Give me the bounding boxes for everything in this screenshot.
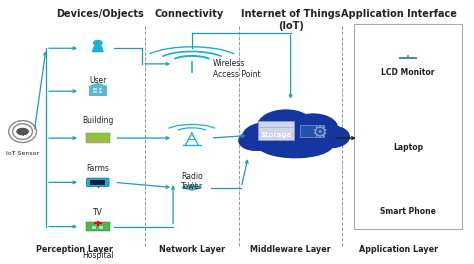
FancyBboxPatch shape — [92, 225, 96, 229]
FancyBboxPatch shape — [93, 91, 97, 93]
FancyBboxPatch shape — [397, 120, 419, 128]
FancyBboxPatch shape — [87, 178, 109, 187]
Polygon shape — [89, 83, 107, 87]
FancyBboxPatch shape — [258, 134, 294, 140]
FancyBboxPatch shape — [300, 125, 324, 136]
FancyBboxPatch shape — [403, 186, 413, 195]
Text: Smart Phone: Smart Phone — [380, 207, 436, 216]
Ellipse shape — [243, 123, 292, 151]
Text: Application Layer: Application Layer — [359, 245, 438, 254]
Text: User: User — [89, 76, 107, 84]
FancyBboxPatch shape — [391, 45, 425, 57]
Text: Wireless
Access Point: Wireless Access Point — [213, 59, 261, 79]
Text: Hospital: Hospital — [82, 251, 114, 260]
FancyBboxPatch shape — [399, 121, 418, 127]
Ellipse shape — [239, 131, 272, 150]
Text: Storage: Storage — [261, 133, 292, 139]
FancyBboxPatch shape — [91, 180, 105, 185]
FancyBboxPatch shape — [99, 225, 103, 229]
FancyBboxPatch shape — [258, 128, 294, 134]
Text: Perception Layer: Perception Layer — [36, 245, 113, 254]
FancyBboxPatch shape — [86, 141, 109, 143]
FancyBboxPatch shape — [86, 222, 109, 231]
Text: LCD Monitor: LCD Monitor — [382, 68, 435, 77]
Circle shape — [17, 129, 28, 135]
Ellipse shape — [258, 110, 314, 143]
Polygon shape — [92, 46, 103, 51]
Polygon shape — [182, 185, 201, 190]
Text: TV: TV — [93, 208, 103, 217]
FancyBboxPatch shape — [99, 88, 102, 90]
Ellipse shape — [289, 114, 337, 142]
Text: ⚙: ⚙ — [312, 124, 328, 142]
Text: Radio
Tower: Radio Tower — [181, 172, 203, 191]
FancyBboxPatch shape — [354, 23, 462, 229]
Text: Internet of Things
(IoT): Internet of Things (IoT) — [241, 9, 340, 31]
FancyBboxPatch shape — [93, 88, 97, 90]
Text: Network Layer: Network Layer — [159, 245, 225, 254]
Text: Building: Building — [82, 116, 113, 125]
Text: Devices/Objects: Devices/Objects — [56, 9, 144, 19]
Text: Application Interface: Application Interface — [341, 9, 456, 19]
FancyBboxPatch shape — [99, 91, 102, 93]
Text: Connectivity: Connectivity — [155, 9, 224, 19]
FancyBboxPatch shape — [395, 47, 421, 55]
FancyBboxPatch shape — [86, 133, 109, 143]
Circle shape — [93, 40, 102, 45]
FancyBboxPatch shape — [399, 182, 417, 198]
Text: Middleware Layer: Middleware Layer — [250, 245, 331, 254]
FancyBboxPatch shape — [395, 127, 421, 128]
FancyBboxPatch shape — [89, 87, 107, 96]
Ellipse shape — [258, 131, 333, 158]
Text: Farms: Farms — [86, 164, 109, 173]
FancyBboxPatch shape — [258, 121, 294, 127]
Ellipse shape — [312, 126, 349, 148]
Text: Laptop: Laptop — [393, 143, 423, 152]
Text: IoT Sensor: IoT Sensor — [6, 151, 39, 156]
